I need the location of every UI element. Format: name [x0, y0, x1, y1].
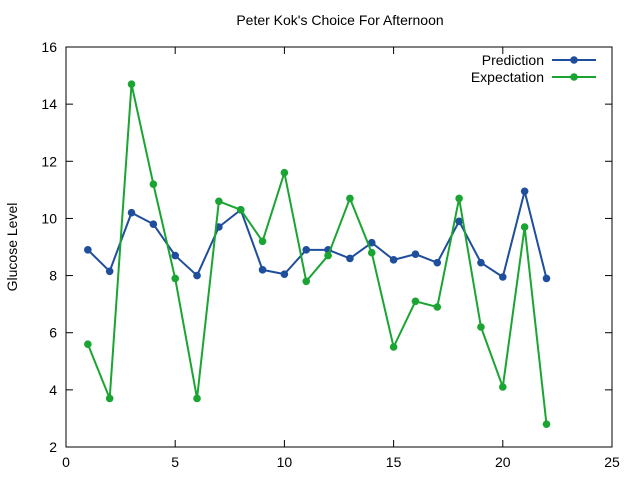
data-point	[105, 394, 114, 403]
legend-swatch-marker	[570, 73, 578, 81]
y-tick-label: 14	[41, 96, 57, 112]
data-point	[171, 251, 179, 260]
series-expectation	[84, 80, 551, 428]
data-point	[411, 297, 420, 306]
y-tick-label: 10	[41, 210, 57, 226]
data-point	[477, 323, 485, 331]
data-point	[433, 303, 442, 311]
y-tick-label: 6	[49, 325, 57, 341]
y-tick-label: 16	[41, 39, 57, 55]
x-tick-label: 20	[495, 454, 511, 470]
legend-item: Prediction	[482, 52, 596, 68]
data-point	[215, 197, 223, 206]
x-tick-label: 15	[386, 454, 402, 470]
data-point	[258, 237, 267, 246]
series-line	[87, 190, 548, 279]
y-tick-label: 12	[41, 153, 57, 169]
data-point	[280, 168, 289, 177]
data-point	[520, 223, 529, 231]
legend-label: Prediction	[482, 52, 544, 68]
data-point	[367, 248, 376, 257]
legend-swatch-marker	[570, 56, 578, 64]
data-point	[149, 180, 158, 188]
data-point	[84, 246, 92, 254]
data-point	[455, 194, 463, 203]
data-point	[499, 383, 507, 391]
y-axis-label: Glucose Level	[4, 203, 20, 292]
data-point	[499, 273, 507, 281]
data-point	[411, 250, 420, 258]
data-point	[280, 270, 289, 278]
series-layer	[84, 80, 551, 428]
legend-label: Expectation	[471, 69, 544, 85]
data-point	[149, 220, 158, 228]
data-point	[389, 343, 398, 351]
data-point	[84, 340, 92, 348]
data-point	[236, 206, 245, 214]
data-point	[324, 251, 332, 260]
plot-frame	[65, 46, 613, 448]
series-prediction	[84, 187, 551, 283]
x-tick-label: 0	[62, 454, 70, 470]
legend-item: Expectation	[471, 69, 596, 85]
data-point	[389, 256, 398, 264]
chart-title: Peter Kok's Choice For Afternoon	[236, 12, 443, 28]
data-point	[367, 238, 376, 247]
data-point	[520, 187, 529, 196]
data-point	[193, 394, 201, 403]
data-point	[258, 266, 267, 274]
x-tick-label: 10	[277, 454, 293, 470]
data-point	[193, 271, 201, 280]
y-tick-label: 2	[49, 439, 57, 455]
data-point	[127, 80, 136, 88]
data-point	[171, 274, 179, 283]
x-tick-label: 25	[604, 454, 620, 470]
y-tick-label: 4	[49, 382, 57, 398]
data-point	[346, 254, 354, 263]
data-point	[302, 246, 311, 254]
data-point	[455, 217, 463, 226]
series-line	[86, 83, 548, 425]
y-axis: 2 4 6 8 10 12 14 16	[41, 39, 612, 455]
data-point	[433, 258, 442, 267]
y-tick-label: 8	[49, 268, 57, 284]
x-tick-label: 5	[171, 454, 179, 470]
data-point	[127, 208, 136, 217]
data-point	[105, 267, 114, 276]
data-point	[477, 258, 485, 267]
data-point	[542, 274, 551, 283]
data-point	[542, 420, 551, 428]
data-point	[302, 277, 311, 286]
x-axis: 0 5 10 15 20 25	[62, 47, 620, 470]
data-point	[346, 194, 354, 203]
